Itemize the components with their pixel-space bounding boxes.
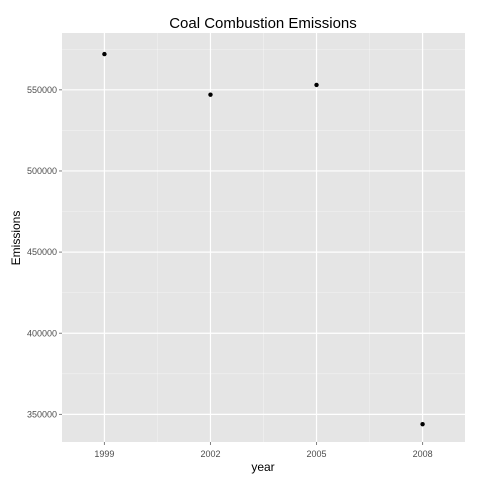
data-point-2008: [420, 421, 425, 427]
x-tick-label: 1999: [94, 449, 114, 459]
y-tick-label: 400000: [27, 328, 57, 338]
chart-title: Coal Combustion Emissions: [169, 15, 357, 32]
data-point-2005: [314, 82, 319, 88]
x-tick-label: 2008: [413, 449, 433, 459]
minor-gridlines: [62, 33, 465, 442]
x-tick-label: 2002: [200, 449, 220, 459]
y-tick-label: 350000: [27, 409, 57, 419]
y-tick-label: 550000: [27, 85, 57, 95]
y-tick-label: 500000: [27, 166, 57, 176]
x-axis-ticks: 1999 2002 2005 2008: [94, 442, 433, 459]
data-points: [102, 51, 425, 427]
data-point-1999: [102, 51, 107, 57]
y-axis-title: Emissions: [9, 211, 23, 266]
y-axis-ticks: 350000 400000 450000 500000 550000: [27, 85, 62, 419]
data-point-2002: [208, 92, 213, 97]
x-axis-title: year: [251, 460, 274, 474]
y-tick-label: 450000: [27, 247, 57, 257]
x-tick-label: 2005: [307, 449, 327, 459]
major-gridlines: [62, 33, 465, 442]
